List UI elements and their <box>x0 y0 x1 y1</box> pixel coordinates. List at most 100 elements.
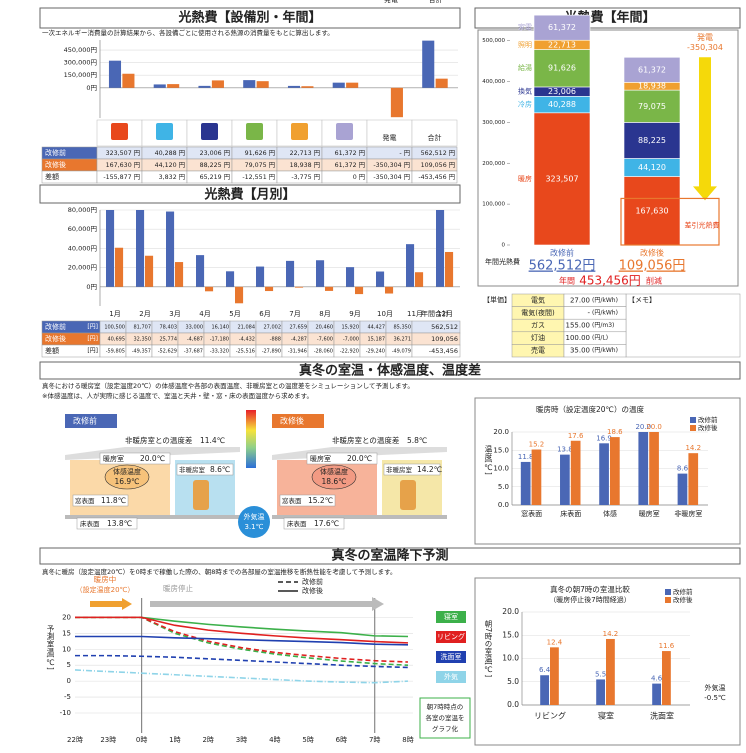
reduction-amount: 453,456円 <box>579 274 641 288</box>
x-tick-label: 4月 <box>199 310 210 318</box>
x-tick-label: 発電 <box>384 0 398 4</box>
y-tick-label: 300,000円 <box>64 59 97 67</box>
data-label: 6.4 <box>539 666 551 674</box>
note: 一次エネルギー消費量の計算結果から、各設備ごとに使用される熱源の消費量をもとに算… <box>42 28 334 37</box>
y-tick-label: 60,000円 <box>68 225 97 233</box>
series-tag <box>436 631 466 643</box>
table-value: -3,775 円 <box>291 173 320 181</box>
label-box <box>283 517 345 530</box>
panel-frame <box>477 29 739 287</box>
row-unit: [円] <box>87 336 98 343</box>
outside-value: -0.5℃ <box>704 694 726 702</box>
data-label: 15.2 <box>529 441 545 449</box>
y-tick-label: 15.0 <box>493 446 509 454</box>
y-tick-label: 0円 <box>86 84 97 92</box>
title-frame <box>474 7 741 29</box>
x-tick-label: 6月 <box>259 310 270 318</box>
y-tick-label: 80,000円 <box>68 206 97 214</box>
y-axis-label: 予測室温[℃] <box>46 625 55 670</box>
panel-tab <box>272 414 324 428</box>
data-label: 12.4 <box>547 638 563 646</box>
table-value: 323,507 円 <box>106 149 140 157</box>
chart-subtitle: （暖房停止後7時間経過） <box>549 595 630 604</box>
bar <box>226 271 235 287</box>
table-value: -7,600 <box>317 337 333 343</box>
bar <box>325 286 334 291</box>
bar <box>550 647 559 705</box>
rate-unit: (円/kWh) <box>592 309 618 316</box>
series-line <box>75 635 409 646</box>
bar <box>256 81 269 88</box>
header-cell <box>411 119 458 147</box>
legend-swatch <box>665 589 671 595</box>
table-value: 21,084 <box>238 325 256 331</box>
x-tick-label: 0時 <box>136 736 147 744</box>
callout-text: グラフ化 <box>432 724 459 733</box>
rate-value: - <box>587 309 590 317</box>
bar <box>406 244 415 287</box>
table-value: 40,288 円 <box>155 149 185 157</box>
data-label: 61,372 <box>638 65 666 74</box>
rate-value-cell <box>563 344 627 358</box>
table-value: 78,403 <box>160 325 178 331</box>
data-label: 79,075 <box>638 102 666 111</box>
rate-label: 電気(夜間) <box>521 308 555 317</box>
table-value: 91,626 円 <box>245 149 275 157</box>
row-label: 差額 <box>45 346 59 355</box>
bar <box>265 286 274 292</box>
x-tick-label: 床表面 <box>560 509 581 518</box>
title-frame <box>39 547 741 565</box>
generation-arrow <box>693 57 717 201</box>
bar <box>677 473 688 505</box>
y-tick-label: 0.0 <box>498 501 509 509</box>
series-label: 換気 <box>518 87 532 96</box>
table-value: 23,006 円 <box>200 149 230 157</box>
callout-box <box>419 697 471 739</box>
label-box <box>72 494 129 507</box>
table-value: -350,304 円 <box>373 161 410 169</box>
rates-title: 【単価】 <box>483 295 511 304</box>
bar <box>376 271 385 287</box>
stack-segment <box>623 122 681 159</box>
x-tick-label: 2月 <box>139 310 150 318</box>
x-tick-label: 2時 <box>202 736 213 744</box>
table-value: 20,460 <box>316 325 334 331</box>
data-label: 323,507 <box>545 174 578 183</box>
data-label: 11.6 <box>659 642 675 650</box>
unheated-label: 非暖房室 <box>179 465 206 474</box>
bar <box>599 443 609 505</box>
table-value: 15,920 <box>342 325 360 331</box>
unheated-value: 8.6℃ <box>210 465 230 474</box>
heating-label: 暖房中 <box>94 574 117 584</box>
felt-value: 18.6℃ <box>321 477 346 486</box>
window-label: 窓表面 <box>282 496 302 505</box>
note: 真冬における暖房室（設定温度20℃）の体感温度や各部の表面温度、非暖房室との温度… <box>42 381 414 390</box>
stop-arrow <box>150 597 384 611</box>
felt-label: 体感温度 <box>320 467 348 476</box>
window-value: 11.8℃ <box>101 496 126 505</box>
y-tick-label: 40,000円 <box>68 244 97 252</box>
bar <box>652 683 662 705</box>
window-value: 15.2℃ <box>308 496 333 505</box>
heated-value: 20.0℃ <box>140 454 165 463</box>
table-value: 81,707 <box>134 325 152 331</box>
section-title: 真冬の室温降下予測 <box>331 548 448 564</box>
reduction-suffix: 削減 <box>646 276 662 286</box>
data-label: 91,626 <box>548 64 576 73</box>
y-tick-label: 15 <box>62 629 71 637</box>
diff-label: 非暖房室との温度差 <box>125 435 193 445</box>
bar <box>649 432 659 505</box>
data-label: 22,713 <box>548 40 576 49</box>
table-value: 15,187 <box>368 337 386 343</box>
bar <box>415 272 424 287</box>
x-tick-label: 7月 <box>289 310 300 318</box>
data-label: 40,288 <box>548 100 576 109</box>
y-tick-label: 150,000円 <box>64 71 97 79</box>
row-unit: [円] <box>87 348 98 355</box>
series-line <box>75 616 409 644</box>
bar <box>108 60 122 88</box>
rate-value: 35.00 <box>570 347 590 355</box>
x-tick-label: 洗面室 <box>650 711 674 721</box>
